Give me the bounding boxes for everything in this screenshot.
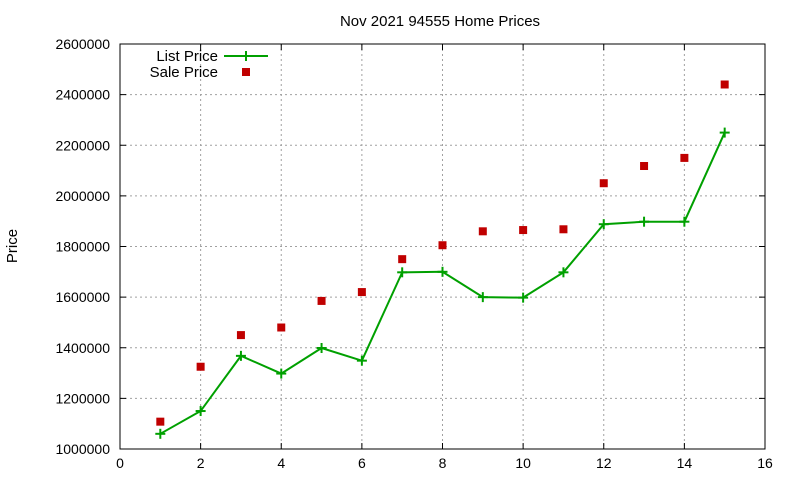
legend-marker-sale-price [242, 68, 250, 76]
list-price-point [195, 406, 206, 417]
list-price-point [518, 292, 529, 303]
list-price-point [477, 292, 488, 303]
y-tick-label: 2600000 [55, 36, 110, 52]
list-price-point [316, 343, 327, 354]
x-tick-label: 10 [515, 455, 531, 471]
y-tick-label: 1200000 [55, 390, 110, 406]
y-tick-label: 1000000 [55, 441, 110, 457]
axes: 0 2 4 6 8 10 12 14 16 1000000 1200000 1400000 160000… [55, 36, 773, 471]
sale-price-point [317, 296, 326, 305]
sale-price-point [156, 417, 165, 426]
sale-price-point [438, 241, 447, 250]
x-tick-label: 14 [677, 455, 693, 471]
list-price-point [558, 267, 569, 278]
x-tick-label: 12 [596, 455, 612, 471]
legend-label-sale-price: Sale Price [150, 64, 218, 81]
legend-label-list-price: List Price [156, 48, 218, 65]
x-tick-label: 6 [358, 455, 366, 471]
list-price-point [235, 350, 246, 361]
sale-price-point [640, 162, 649, 171]
sale-price-point [559, 225, 568, 234]
legend-marker-list-price [241, 51, 251, 61]
x-tick-label: 4 [277, 455, 285, 471]
chart-title: Nov 2021 94555 Home Prices [340, 13, 540, 30]
y-tick-label: 2400000 [55, 87, 110, 103]
sale-price-point [680, 153, 689, 162]
x-tick-label: 0 [116, 455, 124, 471]
list-price-line [159, 132, 726, 435]
sale-price-point [357, 288, 366, 297]
y-tick-label: 1800000 [55, 239, 110, 255]
sale-price-point [277, 323, 286, 332]
list-price-point [155, 428, 166, 439]
y-tick-label: 1400000 [55, 340, 110, 356]
list-price-point [598, 219, 609, 230]
sale-price-point [720, 80, 729, 89]
sale-price-point [519, 226, 528, 235]
sale-price-point [236, 331, 245, 340]
y-tick-label: 2000000 [55, 188, 110, 204]
y-tick-label: 1600000 [55, 289, 110, 305]
list-price-point [437, 266, 448, 277]
list-price-point [679, 216, 690, 227]
list-price-point [276, 368, 287, 379]
list-price-point [397, 267, 408, 278]
list-price-point [719, 127, 730, 138]
y-tick-label: 2200000 [55, 137, 110, 153]
x-tick-label: 16 [757, 455, 773, 471]
data-series [155, 80, 730, 439]
x-tick-label: 2 [197, 455, 205, 471]
x-tick-label: 8 [439, 455, 447, 471]
list-price-point [639, 216, 650, 227]
sale-price-point [196, 362, 205, 371]
sale-price-point [398, 255, 407, 264]
y-axis-label: Price [4, 229, 21, 263]
sale-price-point [478, 227, 487, 236]
sale-price-point [599, 179, 608, 188]
list-price-point [356, 355, 367, 366]
